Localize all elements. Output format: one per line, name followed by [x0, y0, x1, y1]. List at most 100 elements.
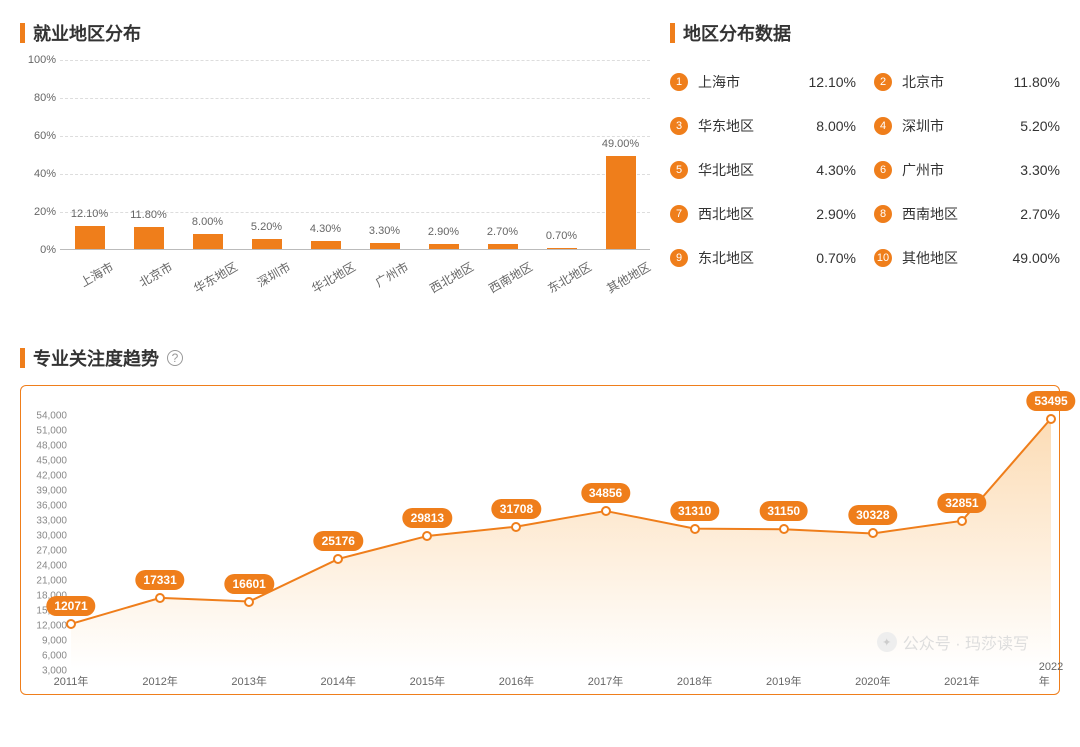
- data-item: 2北京市11.80%: [874, 60, 1060, 104]
- trend-y-label: 27,000: [25, 546, 67, 557]
- watermark-text: 公众号 · 玛莎读写: [903, 630, 1029, 654]
- trend-point: [244, 597, 254, 607]
- trend-point-label: 31708: [492, 499, 541, 519]
- data-item-value: 4.30%: [816, 162, 856, 178]
- bar-y-label: 40%: [20, 168, 56, 180]
- trend-y-label: 45,000: [25, 456, 67, 467]
- trend-point-label: 31150: [759, 501, 808, 521]
- bar-value-label: 11.80%: [130, 209, 167, 221]
- data-item-label: 华北地区: [698, 160, 754, 180]
- trend-x-label: 2018年: [677, 673, 712, 689]
- trend-y-label: 39,000: [25, 486, 67, 497]
- data-panel-title-text: 地区分布数据: [683, 20, 791, 46]
- data-item-value: 2.70%: [1020, 206, 1060, 222]
- bar-x-label: 广州市: [371, 258, 411, 291]
- trend-y-label: 30,000: [25, 531, 67, 542]
- data-item-label: 广州市: [902, 160, 944, 180]
- rank-badge: 1: [670, 73, 688, 91]
- trend-y-label: 24,000: [25, 561, 67, 572]
- data-panel-section: 地区分布数据 1上海市12.10%2北京市11.80%3华东地区8.00%4深圳…: [670, 20, 1060, 315]
- rank-badge: 10: [874, 249, 892, 267]
- trend-point-label: 17331: [135, 570, 184, 590]
- bar-value-label: 2.90%: [428, 226, 459, 238]
- trend-x-label: 2011年: [54, 673, 89, 689]
- data-panel-title: 地区分布数据: [670, 20, 1060, 46]
- bar-value-label: 3.30%: [369, 225, 400, 237]
- trend-point: [868, 528, 878, 538]
- rank-badge: 7: [670, 205, 688, 223]
- bar-value-label: 49.00%: [602, 138, 639, 150]
- help-icon[interactable]: ?: [167, 350, 183, 366]
- bar-value-label: 2.70%: [487, 226, 518, 238]
- data-item-value: 0.70%: [816, 250, 856, 266]
- bar: 3.30%: [370, 243, 400, 249]
- bar-value-label: 12.10%: [71, 208, 108, 220]
- trend-x-label: 2020年: [855, 673, 890, 689]
- data-item-label: 西北地区: [698, 204, 754, 224]
- trend-point: [422, 531, 432, 541]
- trend-y-label: 51,000: [25, 426, 67, 437]
- data-item: 9东北地区0.70%: [670, 236, 856, 280]
- data-item-value: 3.30%: [1020, 162, 1060, 178]
- trend-point: [155, 593, 165, 603]
- data-item: 4深圳市5.20%: [874, 104, 1060, 148]
- bar: 0.70%: [547, 248, 577, 249]
- trend-y-label: 6,000: [25, 651, 67, 662]
- rank-badge: 2: [874, 73, 892, 91]
- bar-x-label: 其他地区: [603, 258, 653, 297]
- bar-value-label: 0.70%: [546, 230, 577, 242]
- rank-badge: 8: [874, 205, 892, 223]
- data-item-value: 12.10%: [809, 74, 856, 90]
- trend-point: [1046, 414, 1056, 424]
- data-item: 3华东地区8.00%: [670, 104, 856, 148]
- bar-x-label: 华东地区: [190, 258, 240, 297]
- data-item-label: 上海市: [698, 72, 740, 92]
- rank-badge: 4: [874, 117, 892, 135]
- bar-x-label: 上海市: [76, 258, 116, 291]
- trend-point-label: 30328: [848, 505, 897, 525]
- rank-badge: 9: [670, 249, 688, 267]
- data-item-value: 5.20%: [1020, 118, 1060, 134]
- bar-y-label: 20%: [20, 206, 56, 218]
- data-item-value: 11.80%: [1014, 74, 1060, 90]
- trend-y-label: 21,000: [25, 576, 67, 587]
- bar: 12.10%: [75, 226, 105, 249]
- bar-x-label: 东北地区: [544, 258, 594, 297]
- trend-x-label: 2013年: [231, 673, 266, 689]
- bar-value-label: 4.30%: [310, 223, 341, 235]
- data-item: 8 西南地区 2.70%: [874, 192, 1060, 236]
- trend-point-label: 32851: [937, 493, 986, 513]
- bar-chart-title-text: 就业地区分布: [33, 20, 141, 46]
- bar: 49.00%: [606, 156, 636, 249]
- bar: 2.90%: [429, 244, 459, 250]
- trend-y-label: 9,000: [25, 636, 67, 647]
- bar-value-label: 8.00%: [192, 216, 223, 228]
- trend-section: 专业关注度趋势 ? 3,0006,0009,00012,00015,00018,…: [20, 345, 1060, 695]
- data-item: 6 广州市 3.30%: [874, 148, 1060, 192]
- trend-y-label: 12,000: [25, 621, 67, 632]
- trend-y-label: 54,000: [25, 411, 67, 422]
- bar-y-label: 0%: [20, 244, 56, 256]
- trend-x-label: 2015年: [410, 673, 445, 689]
- rank-badge: 6: [874, 161, 892, 179]
- trend-y-label: 36,000: [25, 501, 67, 512]
- data-item-label: 西南地区: [902, 204, 958, 224]
- trend-x-label: 2014年: [321, 673, 356, 689]
- trend-point: [601, 506, 611, 516]
- data-item-label: 华东地区: [698, 116, 754, 136]
- trend-chart: 3,0006,0009,00012,00015,00018,00021,0002…: [20, 385, 1060, 695]
- trend-point: [333, 554, 343, 564]
- trend-x-label: 2022年: [1039, 661, 1063, 689]
- bar: 4.30%: [311, 241, 341, 249]
- bar-x-label: 华北地区: [308, 258, 358, 297]
- bar-chart: 0%20%40%60%80%100%12.10%11.80%8.00%5.20%…: [20, 60, 650, 315]
- bar: 8.00%: [193, 234, 223, 249]
- data-item: 1 上海市 12.10%: [670, 60, 856, 104]
- wechat-icon: ✦: [877, 632, 897, 652]
- trend-title: 专业关注度趋势 ?: [20, 345, 1060, 371]
- data-item: 7西北地区2.90%: [670, 192, 856, 236]
- bar-x-label: 深圳市: [253, 258, 293, 291]
- trend-y-label: 42,000: [25, 471, 67, 482]
- bar-chart-title: 就业地区分布: [20, 20, 650, 46]
- data-item-value: 8.00%: [816, 118, 856, 134]
